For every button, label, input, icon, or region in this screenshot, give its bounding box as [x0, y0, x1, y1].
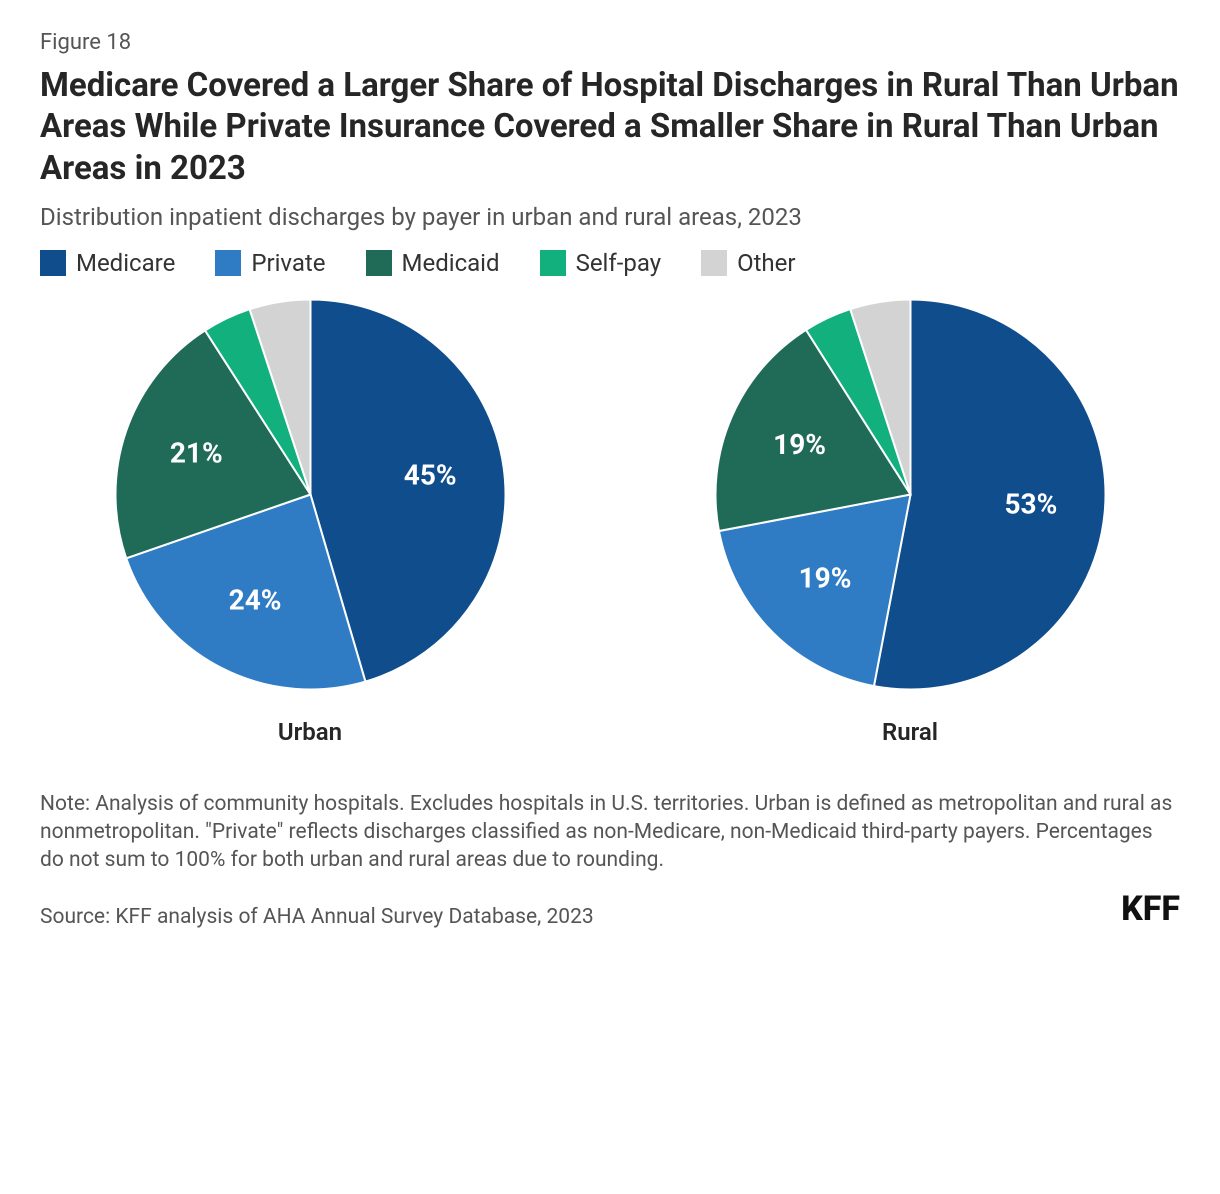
legend-label: Medicaid	[402, 249, 500, 277]
legend-label: Self-pay	[576, 249, 662, 277]
pie-label-medicare: 53%	[1004, 487, 1057, 520]
legend-item-other: Other	[701, 249, 795, 277]
pie-chart-rural: 53% 19% 19% Rural	[640, 287, 1180, 746]
legend-swatch-selfpay	[540, 250, 566, 276]
legend-item-medicare: Medicare	[40, 249, 175, 277]
footer-row: Source: KFF analysis of AHA Annual Surve…	[40, 889, 1180, 929]
legend-swatch-medicare	[40, 250, 66, 276]
legend-item-medicaid: Medicaid	[366, 249, 500, 277]
brand-logo: KFF	[1121, 889, 1180, 929]
pie-label-private: 19%	[798, 561, 851, 594]
legend-label: Other	[737, 249, 795, 277]
legend: Medicare Private Medicaid Self-pay Other	[40, 249, 1180, 277]
legend-swatch-medicaid	[366, 250, 392, 276]
chart-headline: Medicare Covered a Larger Share of Hospi…	[40, 65, 1180, 189]
legend-swatch-other	[701, 250, 727, 276]
legend-label: Private	[251, 249, 325, 277]
pie-chart-urban: 45% 24% 21% Urban	[40, 287, 580, 746]
chart-title-urban: Urban	[40, 718, 580, 746]
pie-label-medicaid: 21%	[169, 436, 222, 469]
legend-swatch-private	[215, 250, 241, 276]
figure-number: Figure 18	[40, 30, 1180, 55]
chart-title-rural: Rural	[640, 718, 1180, 746]
pie-svg: 53% 19% 19%	[703, 287, 1118, 702]
pie-svg: 45% 24% 21%	[103, 287, 518, 702]
pie-label-medicaid: 19%	[773, 428, 826, 461]
pie-label-medicare: 45%	[403, 458, 456, 491]
source-line: Source: KFF analysis of AHA Annual Surve…	[40, 905, 594, 929]
footnote: Note: Analysis of community hospitals. E…	[40, 790, 1180, 875]
chart-subhead: Distribution inpatient discharges by pay…	[40, 203, 1180, 231]
legend-item-selfpay: Self-pay	[540, 249, 662, 277]
charts-row: 45% 24% 21% Urban 53% 19% 19% Rural	[40, 287, 1180, 746]
legend-label: Medicare	[76, 249, 175, 277]
pie-label-private: 24%	[228, 583, 281, 616]
legend-item-private: Private	[215, 249, 325, 277]
